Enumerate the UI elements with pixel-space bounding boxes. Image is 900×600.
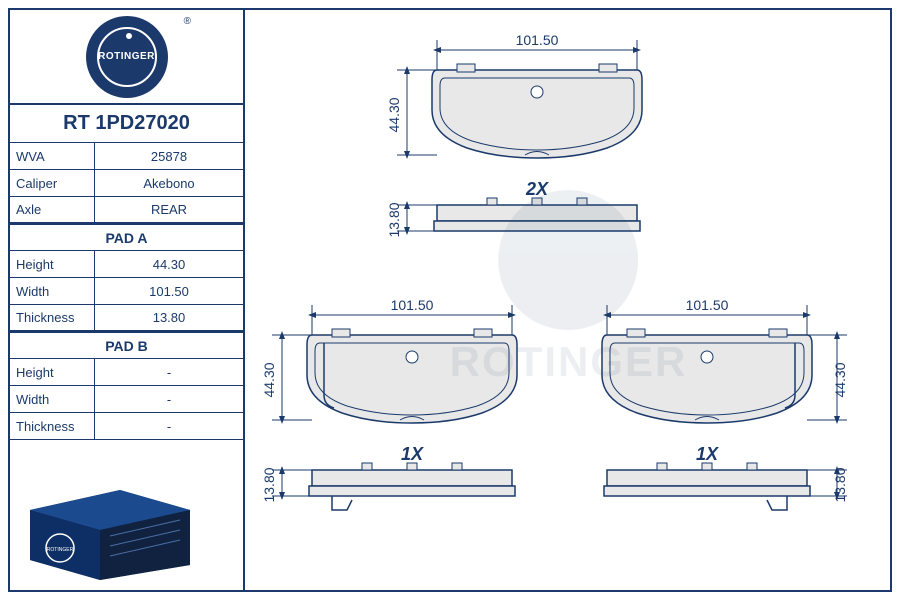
spec-row: Thickness 13.80 — [10, 305, 243, 332]
spec-row: Width 101.50 — [10, 278, 243, 305]
spec-panel: ROTINGER ® RT 1PD27020 WVA 25878 Caliper… — [10, 10, 245, 590]
spec-value: 13.80 — [95, 305, 243, 330]
spec-value: 101.50 — [95, 278, 243, 304]
pad-a-header: PAD A — [10, 224, 243, 251]
svg-text:ROTINGER: ROTINGER — [47, 547, 74, 553]
spec-label: Caliper — [10, 170, 95, 196]
brand-name: ROTINGER — [98, 51, 155, 62]
diagram-panel: ROTINGER 101.50 — [247, 10, 890, 590]
spec-row: Height 44.30 — [10, 251, 243, 278]
spec-row: Thickness - — [10, 413, 243, 440]
spec-value: - — [95, 413, 243, 439]
spec-value: - — [95, 386, 243, 412]
spec-label: Axle — [10, 197, 95, 222]
dim-height: 44.30 — [832, 362, 848, 397]
spec-label: Height — [10, 359, 95, 385]
spec-row: Axle REAR — [10, 197, 243, 224]
qty-label: 1X — [401, 444, 424, 464]
spec-label: WVA — [10, 143, 95, 169]
registered-icon: ® — [184, 16, 191, 27]
spec-row: Width - — [10, 386, 243, 413]
spec-label: Width — [10, 278, 95, 304]
spec-value: 44.30 — [95, 251, 243, 277]
qty-label: 1X — [696, 444, 719, 464]
technical-drawing: 101.50 44.30 2X — [247, 10, 892, 590]
dim-width: 101.50 — [516, 32, 559, 48]
dim-thickness: 13.80 — [261, 467, 277, 502]
spec-row: Caliper Akebono — [10, 170, 243, 197]
dim-height: 44.30 — [261, 362, 277, 397]
spec-value: Akebono — [95, 170, 243, 196]
product-box-icon: ROTINGER — [20, 470, 200, 580]
spec-label: Thickness — [10, 413, 95, 439]
logo-area: ROTINGER ® — [10, 10, 243, 105]
pad-b-header: PAD B — [10, 332, 243, 359]
dim-width: 101.50 — [391, 297, 434, 313]
part-number: RT 1PD27020 — [10, 105, 243, 143]
spec-label: Height — [10, 251, 95, 277]
spec-row: Height - — [10, 359, 243, 386]
drawing-frame: ROTINGER ® RT 1PD27020 WVA 25878 Caliper… — [8, 8, 892, 592]
dim-thickness: 13.80 — [386, 202, 402, 237]
spec-row: WVA 25878 — [10, 143, 243, 170]
dim-width: 101.50 — [686, 297, 729, 313]
dim-thickness: 13.80 — [832, 467, 848, 502]
brand-logo: ROTINGER — [86, 16, 168, 98]
spec-value: REAR — [95, 197, 243, 222]
spec-value: 25878 — [95, 143, 243, 169]
spec-value: - — [95, 359, 243, 385]
spec-label: Width — [10, 386, 95, 412]
spec-label: Thickness — [10, 305, 95, 330]
qty-label: 2X — [525, 179, 549, 199]
dim-height: 44.30 — [386, 97, 402, 132]
